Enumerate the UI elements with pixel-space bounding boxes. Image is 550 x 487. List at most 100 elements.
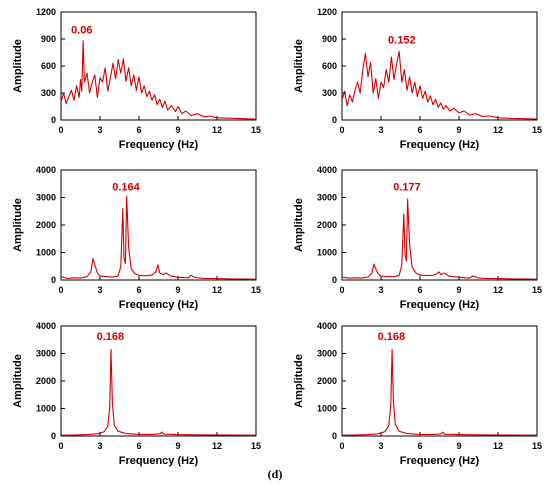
y-tick-label: 2000 <box>317 376 337 386</box>
chart-panel-3: 0 3 6 9 12 15 0 1000 2000 3000 4000 Frequency (Hz) A… <box>12 165 261 311</box>
plot-frame <box>60 325 257 437</box>
y-tick-label: 0 <box>51 115 56 125</box>
x-tick-label: 9 <box>175 285 180 295</box>
y-tick-label: 1200 <box>317 7 337 17</box>
y-axis-label: Amplitude <box>293 198 305 252</box>
y-tick-label: 0 <box>332 275 337 285</box>
y-tick-label: 900 <box>322 34 337 44</box>
x-tick-label: 3 <box>378 285 383 295</box>
x-tick-label: 15 <box>251 125 261 135</box>
x-tick-label: 0 <box>58 125 63 135</box>
y-tick-label: 2000 <box>317 220 337 230</box>
y-tick-label: 600 <box>322 61 337 71</box>
y-tick-label: 3000 <box>36 349 56 359</box>
y-axis-label: Amplitude <box>12 198 24 252</box>
x-tick-label: 0 <box>58 441 63 451</box>
x-tick-label: 6 <box>136 441 141 451</box>
x-axis-label: Frequency (Hz) <box>400 139 480 151</box>
x-tick-label: 6 <box>417 441 422 451</box>
figure-caption: (d) <box>267 467 283 481</box>
x-tick-label: 12 <box>212 285 222 295</box>
x-tick-label: 0 <box>339 441 344 451</box>
y-tick-label: 4000 <box>36 165 56 175</box>
y-tick-label: 3000 <box>36 193 56 203</box>
x-tick-label: 15 <box>532 441 542 451</box>
series-line <box>341 348 538 436</box>
x-tick-label: 12 <box>493 285 503 295</box>
y-tick-label: 600 <box>41 61 56 71</box>
x-axis-label: Frequency (Hz) <box>119 139 199 151</box>
y-tick-label: 4000 <box>317 321 337 331</box>
x-tick-label: 9 <box>456 285 461 295</box>
x-tick-label: 6 <box>417 285 422 295</box>
y-tick-label: 3000 <box>317 193 337 203</box>
y-tick-label: 1000 <box>317 404 337 414</box>
x-tick-label: 15 <box>532 285 542 295</box>
chart-panel-6: 0 3 6 9 12 15 0 1000 2000 3000 4000 Frequency (Hz) A… <box>293 321 542 467</box>
plot-frame <box>341 169 538 281</box>
x-tick-label: 3 <box>97 441 102 451</box>
peak-annotation: 0.168 <box>97 331 125 343</box>
chart-panel-1: 0 3 6 9 12 15 0 300 600 900 1200 Frequency (Hz) Ampl… <box>12 7 261 151</box>
x-tick-label: 15 <box>532 125 542 135</box>
x-tick-label: 0 <box>339 125 344 135</box>
y-tick-label: 1200 <box>36 7 56 17</box>
x-tick-label: 12 <box>212 441 222 451</box>
series-line <box>341 198 538 280</box>
chart-panel-4: 0 3 6 9 12 15 0 1000 2000 3000 4000 Frequency (Hz) A… <box>293 165 542 311</box>
peak-annotation: 0.177 <box>393 182 421 194</box>
x-tick-label: 6 <box>136 125 141 135</box>
x-tick-label: 12 <box>493 441 503 451</box>
y-tick-label: 2000 <box>36 220 56 230</box>
y-tick-label: 0 <box>332 431 337 441</box>
x-tick-label: 15 <box>251 441 261 451</box>
x-tick-label: 3 <box>97 125 102 135</box>
x-axis-label: Frequency (Hz) <box>400 299 480 311</box>
peak-annotation: 0.168 <box>378 331 406 343</box>
x-tick-label: 12 <box>212 125 222 135</box>
y-axis-label: Amplitude <box>12 354 24 408</box>
y-tick-label: 0 <box>51 275 56 285</box>
y-axis-label: Amplitude <box>293 39 305 93</box>
plot-frame <box>60 169 257 281</box>
x-tick-label: 6 <box>417 125 422 135</box>
x-axis-label: Frequency (Hz) <box>400 455 480 467</box>
y-tick-label: 4000 <box>36 321 56 331</box>
x-tick-label: 0 <box>339 285 344 295</box>
x-tick-label: 9 <box>175 441 180 451</box>
y-tick-label: 300 <box>322 88 337 98</box>
series-line <box>341 51 538 120</box>
peak-annotation: 0.152 <box>388 35 416 47</box>
series-line <box>60 348 257 436</box>
x-tick-label: 9 <box>456 441 461 451</box>
x-tick-label: 0 <box>58 285 63 295</box>
y-tick-label: 900 <box>41 34 56 44</box>
series-line <box>60 195 257 280</box>
y-axis-label: Amplitude <box>12 39 24 93</box>
y-tick-label: 2000 <box>36 376 56 386</box>
y-tick-label: 1000 <box>36 248 56 258</box>
y-axis-label: Amplitude <box>293 354 305 408</box>
peak-annotation: 0.164 <box>112 182 140 194</box>
x-tick-label: 9 <box>175 125 180 135</box>
chart-panel-5: 0 3 6 9 12 15 0 1000 2000 3000 4000 Frequency (Hz) A… <box>12 321 261 467</box>
x-tick-label: 6 <box>136 285 141 295</box>
x-tick-label: 15 <box>251 285 261 295</box>
x-tick-label: 3 <box>378 125 383 135</box>
x-tick-label: 9 <box>456 125 461 135</box>
series-line <box>60 40 257 120</box>
peak-annotation: 0.06 <box>71 25 92 37</box>
x-tick-label: 3 <box>97 285 102 295</box>
y-tick-label: 300 <box>41 88 56 98</box>
chart-panel-2: 0 3 6 9 12 15 0 300 600 900 1200 Frequency (Hz) Ampl… <box>293 7 542 151</box>
y-tick-label: 3000 <box>317 349 337 359</box>
x-axis-label: Frequency (Hz) <box>119 299 199 311</box>
x-tick-label: 12 <box>493 125 503 135</box>
plot-frame <box>341 325 538 437</box>
y-tick-label: 0 <box>51 431 56 441</box>
y-tick-label: 0 <box>332 115 337 125</box>
y-tick-label: 1000 <box>317 248 337 258</box>
x-axis-label: Frequency (Hz) <box>119 455 199 467</box>
y-tick-label: 1000 <box>36 404 56 414</box>
